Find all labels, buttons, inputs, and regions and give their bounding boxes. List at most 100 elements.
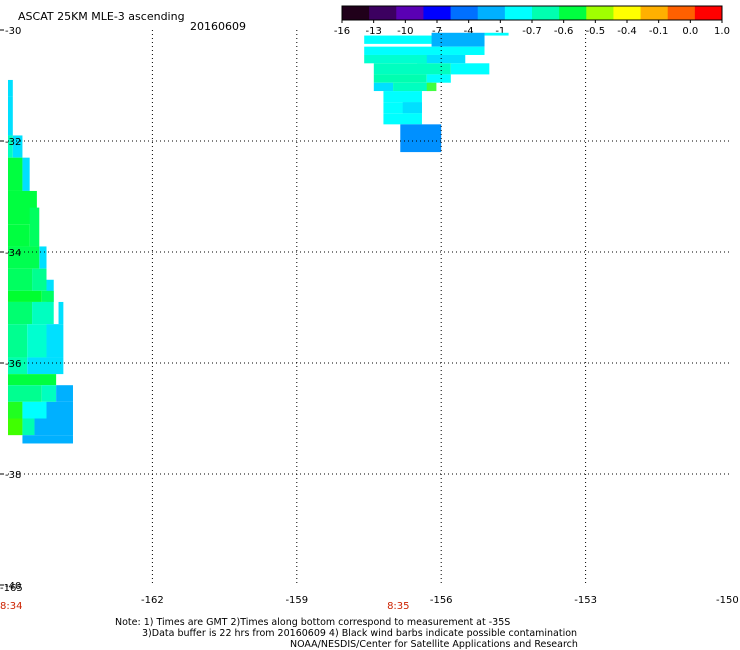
data-cell-34	[8, 301, 33, 325]
grid-lines	[8, 30, 730, 585]
colorbar-label-9: -0.4	[617, 26, 637, 37]
data-cell-25	[29, 207, 40, 247]
data-cell-32	[8, 290, 42, 302]
data-cell-27	[39, 246, 47, 269]
colorbar-swatch-0	[342, 6, 370, 20]
colorbar-swatch-2	[396, 6, 424, 20]
data-cell-29	[8, 268, 33, 291]
colorbar-swatch-12	[667, 6, 696, 20]
colorbar-label-7: -0.6	[554, 26, 574, 37]
chart-title: ASCAT 25KM MLE-3 ascending	[18, 10, 185, 23]
colorbar-swatch-3	[423, 6, 452, 20]
data-cell-20	[8, 135, 13, 158]
footer-note-2: 3)Data buffer is 22 hrs from 20160609 4)…	[142, 628, 577, 639]
colorbar-label-2: -10	[397, 26, 413, 37]
data-cell-8	[373, 74, 427, 83]
data-cell-11	[393, 82, 432, 92]
data-cell-45	[56, 385, 73, 402]
colorbar-labels: -16 -13 -10 -7 -4 -1 -0.7 -0.6 -0.5 -0.4 -0.1 0.0 1.…	[334, 20, 730, 37]
data-cell-6	[373, 63, 451, 75]
y-tick-label-3: -36	[5, 359, 21, 370]
data-cell-43	[8, 385, 42, 402]
footer-note-1: Note: 1) Times are GMT 2)Times along bot…	[115, 617, 510, 628]
chart-date: 20160609	[190, 20, 246, 33]
data-cell-51	[34, 418, 73, 436]
colorbar-swatch-10	[613, 6, 642, 20]
colorbar-swatches	[341, 5, 723, 21]
colorbar-swatch-11	[640, 6, 669, 20]
y-tick-label-5: -40	[5, 581, 21, 592]
data-cell-41	[27, 357, 64, 375]
x-corner-label: -165	[0, 583, 23, 594]
data-cell-7	[450, 63, 490, 75]
y-tick-label-0: -30	[5, 26, 21, 37]
axis-ticks: -30 -32 -34 -36 -38 -40 -162 -159 -156 -153 -150 -1…	[0, 26, 739, 612]
data-cell-30	[32, 268, 47, 291]
colorbar-label-5: -1	[495, 26, 505, 37]
data-cell-26	[8, 224, 30, 247]
data-cell-39	[46, 324, 64, 358]
data-cell-4	[417, 54, 466, 64]
colorbar-label-4: -4	[464, 26, 474, 37]
colorbar-label-6: -0.7	[522, 26, 542, 37]
y-tick-label-1: -32	[5, 137, 21, 148]
data-cell-23	[22, 157, 30, 191]
colorbar-label-3: -7	[432, 26, 442, 37]
data-cell-2	[431, 32, 485, 47]
x-tick-label-4: -150	[716, 595, 739, 606]
x-tick-label-3: -153	[574, 595, 597, 606]
data-cell-33	[41, 290, 54, 302]
colorbar-label-8: -0.5	[586, 26, 606, 37]
data-cell-13	[383, 91, 422, 103]
data-cell-19	[8, 96, 13, 136]
data-cell-36	[58, 301, 64, 325]
colorbar-label-1: -13	[365, 26, 381, 37]
data-cell-22	[8, 157, 23, 191]
data-cell-9	[426, 74, 451, 83]
data-cell-38	[27, 324, 47, 358]
data-cell-37	[8, 324, 28, 358]
colorbar-label-0: -16	[334, 26, 350, 37]
data-cells	[8, 32, 509, 444]
data-cell-21	[12, 135, 23, 158]
y-tick-label-4: -38	[5, 470, 21, 481]
colorbar-swatch-9	[586, 6, 614, 20]
data-cell-15	[402, 102, 422, 114]
colorbar-label-12: 1.0	[714, 26, 730, 37]
data-cell-3	[364, 46, 485, 55]
data-cell-40	[8, 357, 28, 375]
data-cell-46	[8, 401, 23, 419]
data-cell-49	[8, 418, 23, 436]
data-cell-12	[426, 82, 437, 92]
colorbar-swatch-4	[450, 6, 479, 20]
footer-credit: NOAA/NESDIS/Center for Satellite Applica…	[290, 639, 578, 650]
y-tick-label-2: -34	[5, 248, 21, 259]
data-cell-35	[32, 301, 54, 325]
colorbar-swatch-8	[559, 6, 587, 20]
data-cell-10	[373, 82, 394, 92]
colorbar-label-10: -0.1	[649, 26, 669, 37]
time-label-1: 8:35	[387, 601, 409, 612]
data-cell-0	[364, 35, 485, 44]
data-cell-50	[22, 418, 35, 436]
data-cell-48	[46, 401, 73, 419]
data-cell-42	[8, 374, 57, 386]
colorbar-swatch-7	[532, 6, 560, 20]
x-tick-label-1: -159	[285, 595, 308, 606]
x-tick-label-2: -156	[430, 595, 453, 606]
plot-area: -30 -32 -34 -36 -38 -40 -162 -159 -156 -153 -150 -1…	[0, 26, 739, 612]
x-tick-label-0: -162	[141, 595, 164, 606]
colorbar-label-11: 0.0	[682, 26, 698, 37]
colorbar-swatch-1	[369, 6, 397, 20]
data-cell-1	[484, 32, 509, 36]
data-cell-5	[364, 54, 427, 64]
data-cell-16	[383, 113, 422, 125]
data-cell-52	[22, 435, 73, 444]
colorbar-swatch-13	[694, 6, 723, 20]
data-cell-44	[41, 385, 57, 402]
data-cell-47	[22, 401, 47, 419]
colorbar-swatch-5	[477, 6, 506, 20]
data-cell-18	[8, 79, 13, 97]
time-label-0: 8:34	[0, 601, 22, 612]
